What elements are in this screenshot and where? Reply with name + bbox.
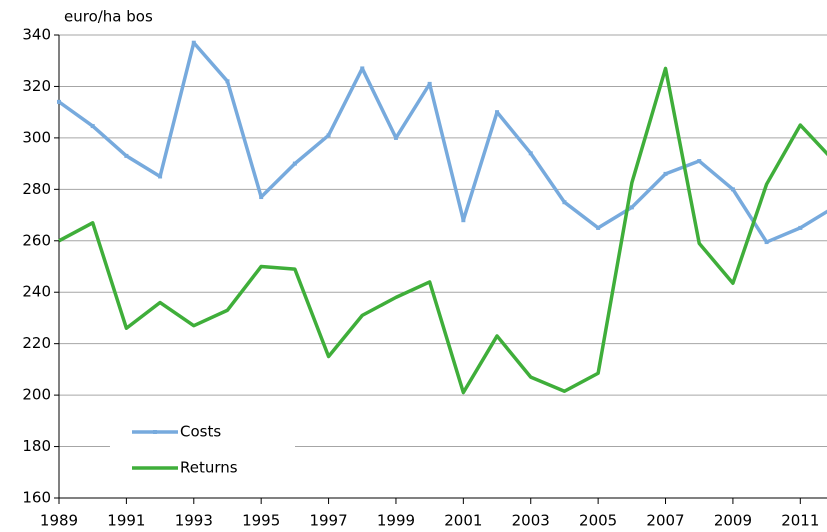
y-tick-label: 260 [22, 231, 51, 249]
point-marker [764, 240, 769, 245]
x-tick-label: 2003 [512, 512, 550, 530]
point-marker [596, 225, 601, 230]
point-marker [495, 110, 500, 115]
point-marker [225, 79, 230, 84]
point-marker [360, 66, 365, 71]
point-marker [326, 133, 331, 138]
x-tick-label: 1989 [40, 512, 78, 530]
x-tick-label: 1995 [242, 512, 280, 530]
x-tick-label: 2011 [781, 512, 819, 530]
series-line [58, 66, 827, 395]
x-tick-label: 2009 [714, 512, 752, 530]
y-tick-label: 240 [22, 283, 51, 301]
x-tick-label: 2005 [579, 512, 617, 530]
legend-label: Costs [180, 423, 221, 441]
y-tick-label: 340 [22, 26, 51, 44]
point-marker [124, 153, 129, 158]
y-tick-label: 180 [22, 437, 51, 455]
point-marker [461, 218, 466, 223]
x-tick-label: 2001 [444, 512, 482, 530]
point-marker [427, 81, 432, 86]
point-marker [90, 124, 95, 129]
point-marker [191, 40, 196, 45]
y-axis-label: euro/ha bos [64, 8, 153, 26]
y-tick-label: 300 [22, 128, 51, 146]
point-marker [393, 135, 398, 140]
y-tick-label: 220 [22, 334, 51, 352]
point-marker [798, 225, 803, 230]
series-line [57, 40, 827, 244]
x-tick-label: 1993 [175, 512, 213, 530]
point-marker [629, 205, 634, 210]
legend-box [110, 415, 295, 490]
plot-area [57, 40, 827, 395]
x-tick-label: 1997 [309, 512, 347, 530]
y-tick-label: 200 [22, 386, 51, 404]
point-marker [158, 174, 163, 179]
y-tick-label: 280 [22, 180, 51, 198]
point-marker [663, 171, 668, 176]
point-marker [528, 151, 533, 156]
x-tick-label: 1991 [107, 512, 145, 530]
point-marker [259, 195, 264, 200]
point-marker [730, 187, 735, 192]
legend-label: Returns [180, 459, 238, 477]
point-marker [562, 200, 567, 205]
y-tick-label: 320 [22, 77, 51, 95]
point-marker [57, 99, 61, 104]
y-tick-label: 160 [22, 489, 51, 507]
x-tick-label: 1999 [377, 512, 415, 530]
point-marker [697, 159, 702, 164]
x-tick-label: 2007 [646, 512, 684, 530]
legend-marker [153, 430, 157, 434]
point-marker [292, 161, 297, 166]
